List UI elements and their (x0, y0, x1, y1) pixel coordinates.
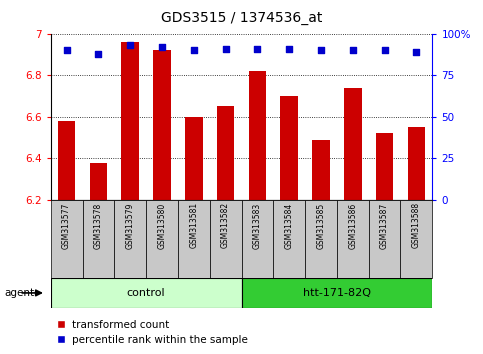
Bar (51, 200, 83, 278)
Bar (146, 200, 178, 278)
Bar (210, 200, 242, 278)
Text: GSM313577: GSM313577 (62, 202, 71, 249)
Text: agent: agent (5, 288, 35, 298)
Text: GSM313582: GSM313582 (221, 202, 230, 249)
Bar (153, 50, 171, 200)
Point (381, 47, 388, 53)
Text: GDS3515 / 1374536_at: GDS3515 / 1374536_at (161, 11, 322, 25)
Bar (242, 200, 273, 278)
Bar (376, 133, 393, 200)
Point (127, 42, 134, 48)
Bar (121, 42, 139, 200)
Bar (242, 278, 432, 308)
Bar (273, 200, 305, 278)
Bar (114, 200, 146, 278)
Bar (58, 121, 75, 200)
Bar (178, 200, 210, 278)
Bar (305, 200, 337, 278)
Point (63, 47, 71, 53)
Text: GSM313584: GSM313584 (284, 202, 294, 249)
Text: GSM313588: GSM313588 (412, 202, 421, 249)
Text: GSM313583: GSM313583 (253, 202, 262, 249)
Point (95, 51, 102, 56)
Bar (217, 107, 234, 200)
Text: htt-171-82Q: htt-171-82Q (303, 288, 371, 298)
Point (412, 49, 420, 55)
Bar (337, 200, 369, 278)
Bar (344, 88, 362, 200)
Text: GSM313585: GSM313585 (316, 202, 326, 249)
Bar (51, 278, 242, 308)
Legend: transformed count, percentile rank within the sample: transformed count, percentile rank withi… (56, 320, 247, 345)
Bar (312, 140, 330, 200)
Text: GSM313581: GSM313581 (189, 202, 199, 249)
Bar (408, 127, 425, 200)
Point (285, 46, 293, 51)
Text: GSM313586: GSM313586 (348, 202, 357, 249)
Text: GSM313580: GSM313580 (157, 202, 167, 249)
Point (222, 46, 229, 51)
Bar (400, 200, 432, 278)
Text: control: control (127, 288, 165, 298)
Bar (249, 71, 266, 200)
Bar (185, 117, 202, 200)
Bar (83, 200, 114, 278)
Text: GSM313587: GSM313587 (380, 202, 389, 249)
Bar (281, 96, 298, 200)
Point (254, 46, 261, 51)
Point (158, 44, 166, 50)
Text: GSM313579: GSM313579 (126, 202, 135, 249)
Point (317, 47, 325, 53)
Bar (369, 200, 400, 278)
Text: GSM313578: GSM313578 (94, 202, 103, 249)
Point (190, 47, 198, 53)
Point (349, 47, 356, 53)
Bar (90, 162, 107, 200)
